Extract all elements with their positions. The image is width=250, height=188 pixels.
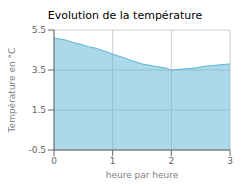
svg-text:3.5: 3.5	[32, 65, 46, 75]
svg-text:3: 3	[227, 156, 233, 166]
html-text:Evolution de la température: Evolution de la température	[47, 9, 203, 22]
svg-text:heure par heure: heure par heure	[106, 170, 179, 180]
svg-text:0: 0	[51, 156, 57, 166]
svg-text:1.5: 1.5	[32, 105, 46, 115]
svg-text:2: 2	[168, 156, 174, 166]
svg-text:5.5: 5.5	[32, 25, 46, 35]
svg-text:Température en °C: Température en °C	[8, 48, 17, 134]
svg-text:1: 1	[110, 156, 116, 166]
svg-text:-0.5: -0.5	[28, 145, 46, 155]
